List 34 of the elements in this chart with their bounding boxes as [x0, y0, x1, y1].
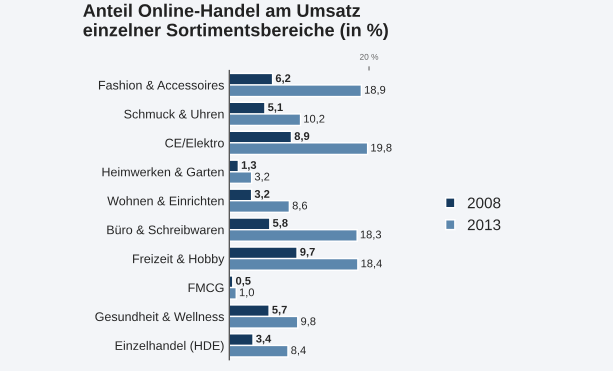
- y-tick-label: Heimwerken & Garten: [102, 167, 224, 176]
- y-tick-label: Schmuck & Uhren: [124, 109, 224, 119]
- data-label: 8,9: [294, 132, 310, 142]
- y-tick-label: CE/Elektro: [165, 138, 224, 148]
- data-label: 1,3: [242, 161, 256, 171]
- chart-title: Anteil Online-Handel am Umsatz einzelner Sortimentsbereiche (in %): [83, 4, 388, 40]
- y-tick-label: Freizeit & Hobby: [133, 254, 224, 266]
- legend-label: 2008: [468, 198, 500, 208]
- x-tick-label: 20 %: [360, 54, 378, 60]
- data-label: 6,2: [276, 74, 290, 84]
- data-label: 10,2: [304, 114, 324, 124]
- data-label: 5,1: [268, 103, 283, 113]
- data-label: 18,9: [364, 86, 386, 96]
- y-tick-label: Fashion & Accessoires: [98, 80, 224, 90]
- data-label: 1,0: [240, 288, 254, 298]
- data-label: 9,7: [300, 248, 315, 258]
- data-label: 5,8: [272, 218, 288, 228]
- data-label: 18,4: [361, 259, 382, 269]
- data-label: 3,2: [254, 172, 270, 182]
- y-tick-label: Wohnen & Einrichten: [107, 196, 224, 206]
- data-label: 3,4: [256, 334, 272, 344]
- data-label: 19,8: [371, 144, 392, 153]
- y-tick-label: FMCG: [188, 283, 224, 292]
- y-tick-label: Büro & Schreibwaren: [107, 225, 224, 234]
- data-label: 0,5: [236, 276, 251, 286]
- data-label: 9,8: [301, 317, 316, 327]
- y-tick-label: Gesundheit & Wellness: [95, 312, 224, 322]
- y-tick-label: Einzelhandel (HDE): [116, 340, 224, 353]
- data-label: 5,7: [272, 306, 287, 316]
- data-label: 18,3: [360, 230, 382, 240]
- data-label: 8,4: [291, 346, 306, 356]
- data-label: 3,2: [254, 190, 270, 200]
- data-label: 8,6: [292, 202, 308, 211]
- legend-label: 2013: [468, 219, 500, 230]
